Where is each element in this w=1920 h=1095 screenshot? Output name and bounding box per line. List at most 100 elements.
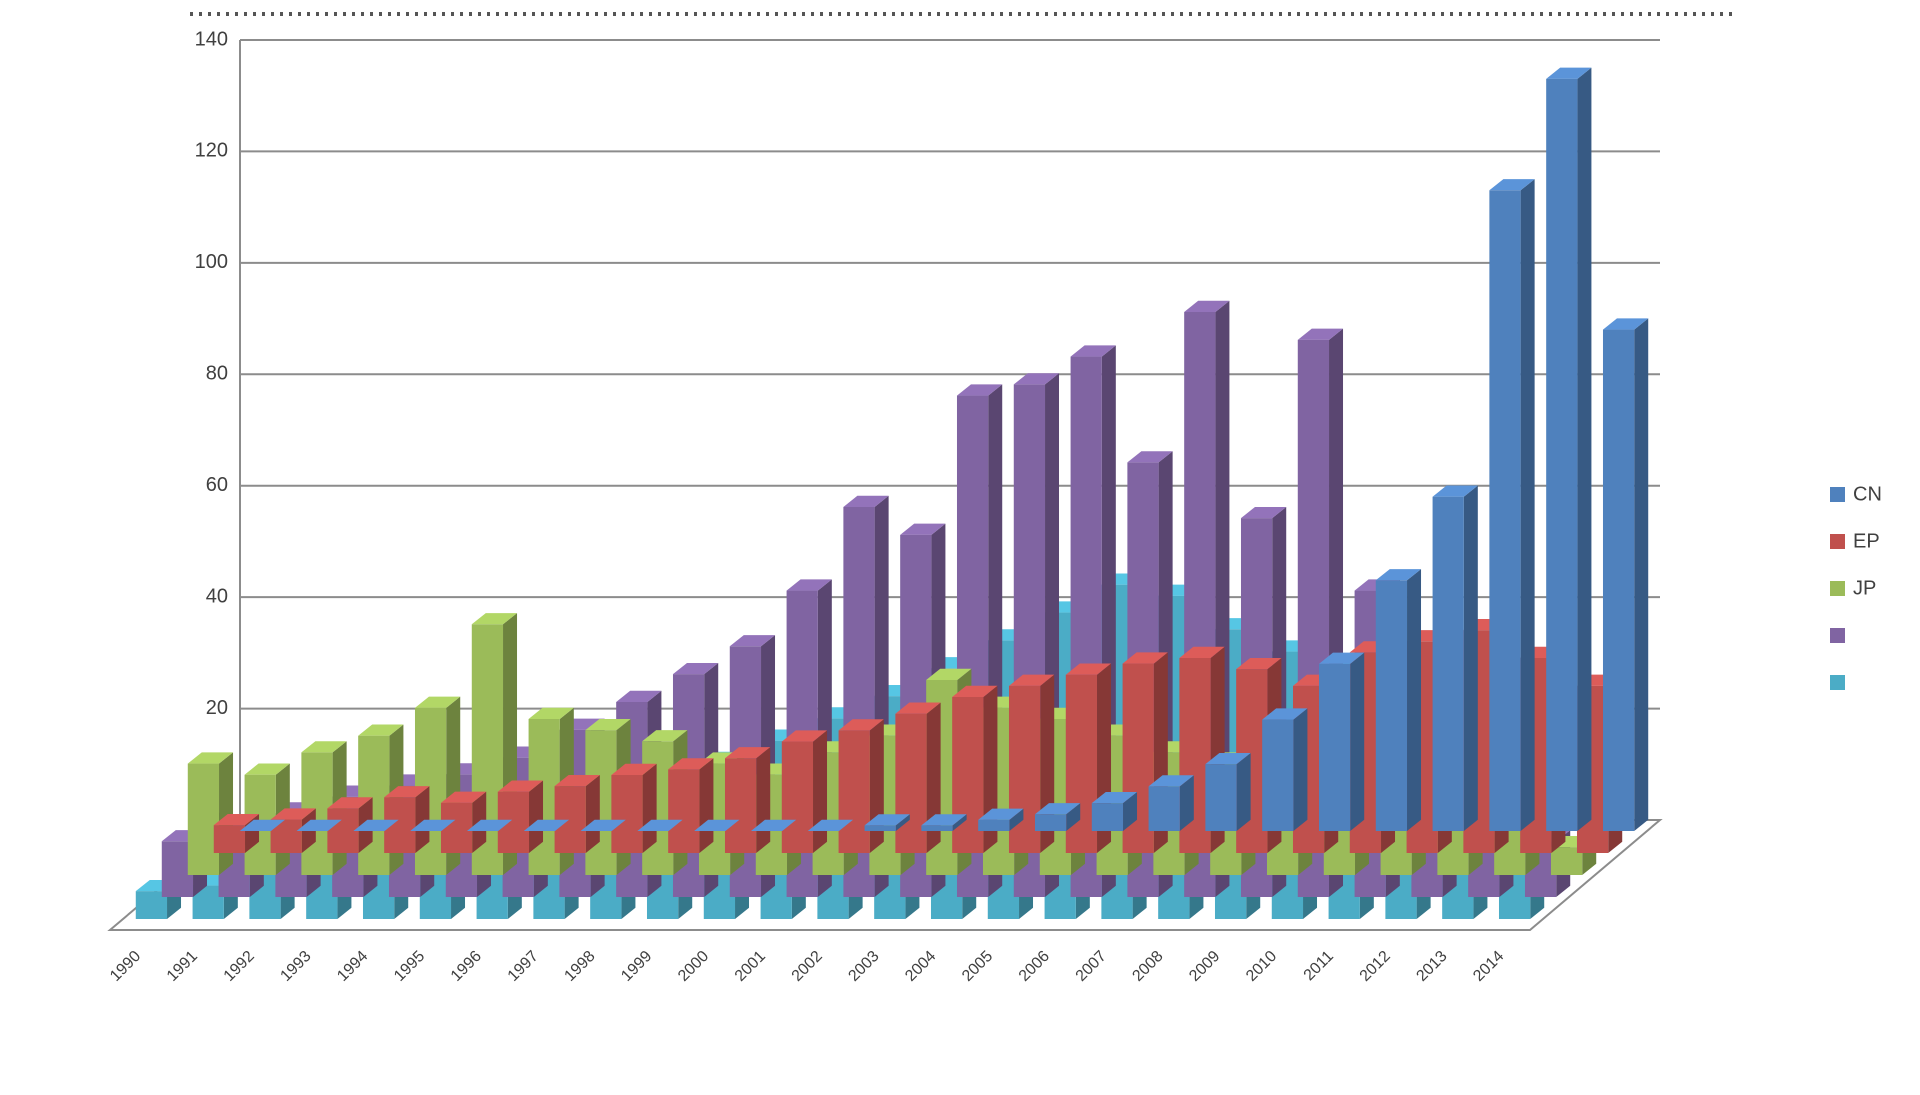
bar xyxy=(1489,179,1535,832)
legend-swatch xyxy=(1830,628,1845,643)
bar-top xyxy=(1489,179,1535,191)
bar-front xyxy=(611,775,643,853)
bar-top xyxy=(956,384,1003,396)
bar-side xyxy=(895,814,910,831)
bar-top xyxy=(1065,663,1112,675)
bar xyxy=(978,808,1024,831)
bar xyxy=(1148,775,1194,831)
x-tick-label: 1993 xyxy=(277,948,314,985)
bar-front xyxy=(1318,663,1351,831)
bar-top xyxy=(729,635,776,647)
bar xyxy=(187,752,234,875)
bar-front xyxy=(1546,78,1578,832)
x-tick-label: 2001 xyxy=(732,948,769,985)
bar-top xyxy=(807,819,854,831)
legend-label: CN xyxy=(1853,483,1882,505)
x-tick-label: 1997 xyxy=(505,948,542,985)
bar-front xyxy=(327,808,359,853)
legend-swatch xyxy=(1830,534,1845,549)
bar xyxy=(1318,652,1365,831)
x-tick-label: 2002 xyxy=(789,948,826,985)
bar xyxy=(1205,752,1251,831)
bar-top xyxy=(900,523,946,535)
y-tick-label: 100 xyxy=(195,251,228,273)
bar-side xyxy=(1577,67,1592,831)
y-tick-label: 140 xyxy=(195,28,228,50)
y-tick-label: 60 xyxy=(206,474,228,496)
bar-front xyxy=(724,758,757,853)
x-tick-label: 2009 xyxy=(1186,948,1223,985)
bar-front xyxy=(1432,496,1464,831)
x-tick-label: 1999 xyxy=(618,948,655,985)
bar-top xyxy=(327,797,373,809)
bar xyxy=(327,797,373,853)
bar-top xyxy=(213,813,260,826)
bar xyxy=(807,819,854,831)
bar-front xyxy=(781,741,814,853)
bar-top xyxy=(1236,657,1282,670)
bar xyxy=(668,758,714,853)
bar-top xyxy=(384,786,430,798)
x-tick-label: 1996 xyxy=(448,948,485,985)
bar xyxy=(353,819,399,831)
bar-top xyxy=(781,730,828,742)
bar-top xyxy=(926,668,972,680)
bar-top xyxy=(1546,67,1592,79)
bar-front xyxy=(187,763,220,875)
legend-swatch xyxy=(1830,581,1845,596)
bar-front xyxy=(1375,580,1408,831)
bar-top xyxy=(528,707,574,719)
bar xyxy=(270,808,316,853)
bar-top xyxy=(358,724,404,736)
bar-top xyxy=(270,808,316,820)
bar-front xyxy=(1091,803,1124,831)
bar-top xyxy=(843,495,889,507)
bar-top xyxy=(1070,345,1116,357)
y-tick-label: 120 xyxy=(195,140,228,162)
bar-side xyxy=(756,747,771,853)
bar-top xyxy=(1240,506,1287,519)
x-tick-label: 1998 xyxy=(561,948,598,985)
bar-top xyxy=(672,662,719,675)
bar xyxy=(554,774,600,853)
bar-top xyxy=(523,819,570,831)
bar-top xyxy=(750,819,797,831)
bar xyxy=(296,819,342,831)
bar-front xyxy=(1148,786,1180,831)
bar-top xyxy=(1184,300,1230,312)
bar xyxy=(523,819,570,831)
bar-top xyxy=(864,814,910,826)
bar-top xyxy=(637,819,683,831)
bar xyxy=(1034,803,1081,831)
bar-top xyxy=(1262,708,1308,720)
bar-side xyxy=(1407,569,1422,831)
x-tick-label: 2011 xyxy=(1301,948,1337,984)
bar-top xyxy=(1127,451,1173,463)
bar-side xyxy=(1463,485,1478,831)
bar-side xyxy=(642,763,657,853)
x-tick-label: 1991 xyxy=(164,948,201,985)
bar-top xyxy=(414,696,461,708)
bar-side xyxy=(219,752,234,875)
x-tick-label: 2000 xyxy=(675,948,712,985)
bar-top xyxy=(694,819,740,831)
bar-top xyxy=(1205,752,1251,765)
bar-top xyxy=(1122,652,1168,664)
bar-side xyxy=(1293,708,1308,831)
bar-front xyxy=(1489,190,1521,832)
bar xyxy=(1091,791,1138,831)
x-tick-label: 2007 xyxy=(1073,948,1110,985)
bar-top xyxy=(1034,803,1081,815)
bar-top xyxy=(642,730,688,742)
bar xyxy=(1602,318,1649,831)
x-tick-label: 2005 xyxy=(959,948,996,985)
bar-side xyxy=(1066,803,1081,831)
x-tick-label: 2014 xyxy=(1470,948,1507,985)
bar-front xyxy=(1205,764,1237,831)
bar-side xyxy=(869,719,884,853)
bar-side xyxy=(1634,318,1649,831)
bar-top xyxy=(921,814,967,826)
bar-side xyxy=(415,786,430,853)
bar-top xyxy=(1148,775,1194,787)
